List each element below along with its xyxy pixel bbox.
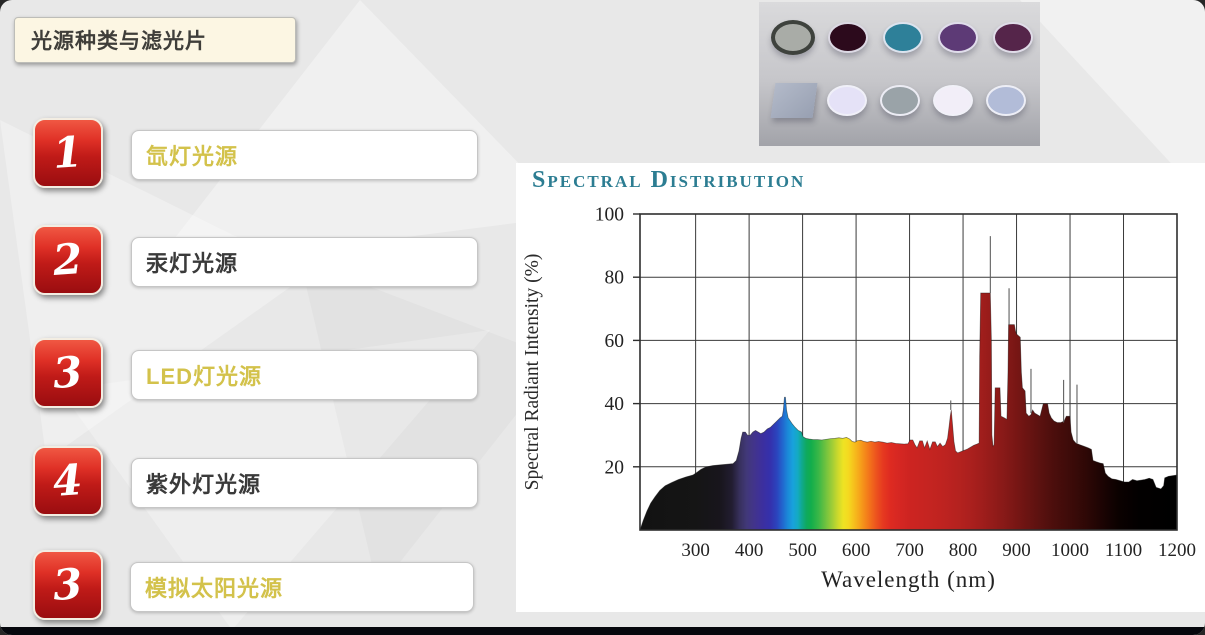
x-tick-label: 700 [895,540,924,561]
item-number-badge: 3 [33,550,103,620]
item-label: 汞灯光源 [146,251,239,276]
x-tick-label: 1100 [1105,540,1142,561]
item-label-box: 模拟太阳光源 [130,562,474,612]
filters-photo [759,2,1040,146]
item-label-box: 汞灯光源 [131,237,478,287]
item-label: LED灯光源 [146,364,263,389]
y-tick-label: 80 [605,268,625,289]
gray-filter [880,85,920,116]
x-tick-label: 300 [681,540,710,561]
pale-blue-filter [986,85,1026,116]
teal-filter [883,22,923,53]
item-number: 3 [51,347,85,398]
list-item: 3 LED灯光源 [0,0,520,408]
item-number-badge: 1 [33,118,103,188]
y-tick-label: 40 [605,394,625,415]
item-number: 2 [51,234,85,285]
purple-filter [938,22,978,53]
spectrum-outline [639,292,1178,531]
y-axis-title: Spectral Radiant Intensity (%) [522,254,543,491]
chart-title: Spectral Distribution [532,167,806,193]
x-tick-label: 900 [1002,540,1030,561]
list-item: 1 氙灯光源 [0,0,520,188]
item-number-badge: 2 [33,225,103,295]
item-number-badge: 4 [33,446,103,516]
y-tick-label: 100 [595,205,624,226]
x-tick-label: 400 [735,540,764,561]
x-axis-tick-labels: 300 400 500 600 700 800 900 1000 1100 1200 [681,540,1196,561]
plot-border [639,213,1178,531]
x-tick-label: 1000 [1051,540,1089,561]
item-label: 紫外灯光源 [146,472,262,497]
page-title-text: 光源种类与滤光片 [31,30,207,53]
y-tick-label: 60 [605,331,625,352]
item-label-box: 紫外灯光源 [131,458,478,508]
x-tick-label: 800 [949,540,978,561]
item-label: 氙灯光源 [146,144,239,169]
spectral-distribution-chart: Spectral Distribution 300 400 500 600 700 800… [516,163,1205,612]
item-number: 4 [51,455,85,506]
spectrum-area [640,293,1177,530]
x-tick-label: 600 [842,540,871,561]
x-tick-label: 500 [788,540,817,561]
pale-lavender-filter [827,85,867,116]
list-item: 2 汞灯光源 [0,0,520,295]
y-tick-label: 20 [605,457,625,478]
item-label-box: 氙灯光源 [131,130,478,180]
dark-maroon-filter [828,22,868,53]
item-number: 3 [51,559,85,610]
white-filter [933,85,973,116]
emission-line-spikes [950,236,1078,444]
x-axis-title: Wavelength (nm) [821,567,996,592]
item-number-badge: 3 [33,338,103,408]
wine-filter [993,22,1033,53]
y-axis-tick-labels: 20 40 60 80 100 [595,205,624,479]
gray-square-filter [770,83,818,118]
item-label-box: LED灯光源 [131,350,478,400]
x-tick-label: 1200 [1158,540,1196,561]
gray-ring-filter [771,20,815,55]
item-number: 1 [51,127,85,178]
list-item: 3 模拟太阳光源 [0,0,520,620]
spectral-chart-plot: 300 400 500 600 700 800 900 1000 1100 1200 20 40 60 8… [522,205,1196,593]
page-title: 光源种类与滤光片 [14,17,296,63]
item-label: 模拟太阳光源 [145,576,284,601]
list-item: 4 紫外灯光源 [0,0,520,516]
bottom-edge-bar [0,627,1205,635]
